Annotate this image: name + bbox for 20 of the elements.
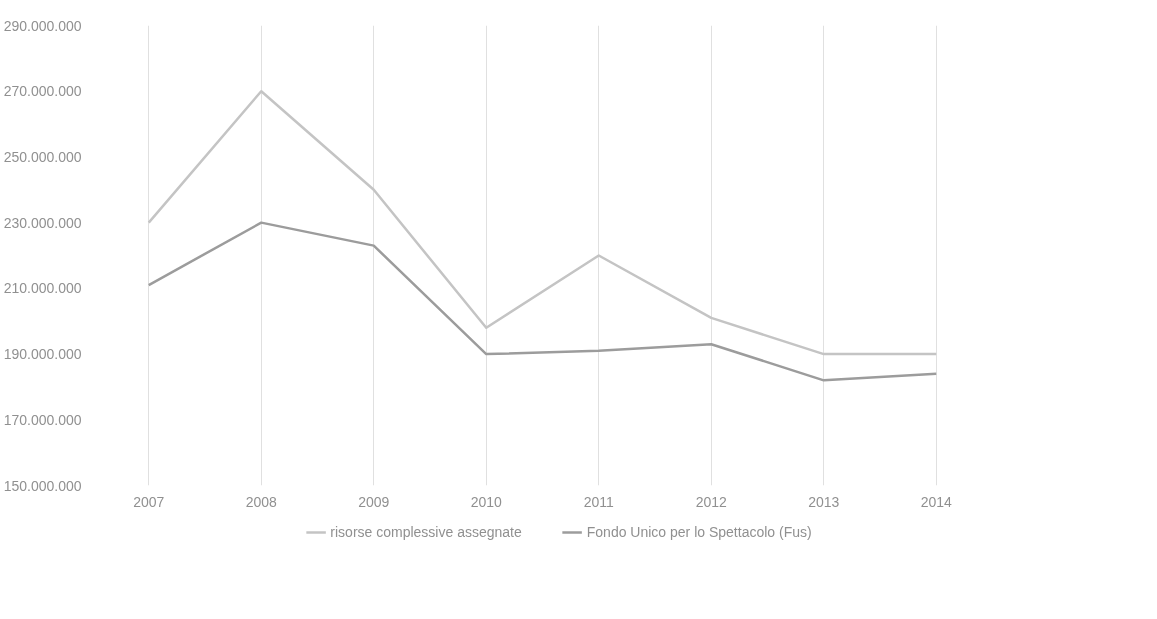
line-series [147, 89, 938, 356]
x-tick-label: 2009 [358, 493, 390, 510]
y-tick-label: 230.000.000 [3, 214, 82, 231]
y-tick-label: 190.000.000 [3, 346, 82, 363]
x-tick-label: 2010 [470, 493, 503, 510]
x-tick-label: 2012 [695, 493, 728, 510]
x-tick-label: 2014 [920, 493, 953, 510]
y-tick-label: 150.000.000 [3, 477, 82, 494]
y-tick-label: 290.000.000 [3, 17, 82, 34]
legend-label: Fondo Unico per lo Spettacolo (Fus) [586, 523, 812, 540]
x-tick-label: 2011 [583, 493, 615, 510]
legend-label: risorse complessive assegnate [330, 523, 522, 540]
y-tick-label: 250.000.000 [3, 148, 82, 165]
y-tick-label: 270.000.000 [3, 83, 82, 100]
x-tick-label: 2013 [808, 493, 840, 510]
x-tick-label: 2008 [245, 493, 278, 510]
y-tick-label: 210.000.000 [3, 280, 82, 297]
x-tick-label: 2007 [133, 493, 165, 510]
line-series [147, 221, 938, 382]
y-tick-label: 170.000.000 [3, 411, 82, 428]
